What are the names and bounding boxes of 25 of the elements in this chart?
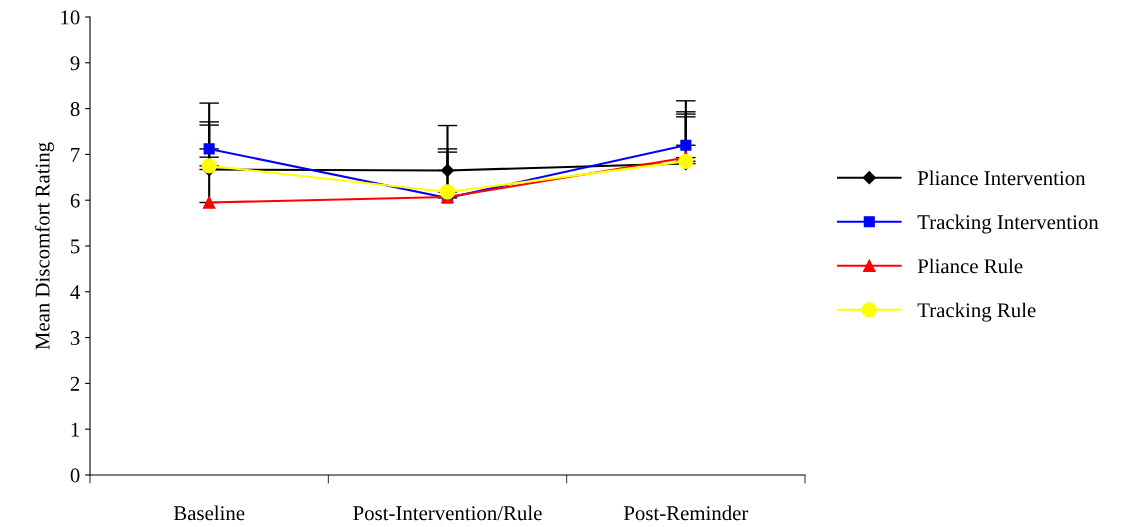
x-tick-label: Baseline bbox=[173, 505, 245, 521]
point bbox=[202, 196, 216, 209]
point bbox=[203, 143, 215, 155]
y-tick-label: 4 bbox=[70, 285, 80, 300]
y-tick-label: 9 bbox=[70, 56, 80, 71]
legend-label: Pliance Rule bbox=[917, 258, 1023, 274]
legend-label: Pliance Intervention bbox=[917, 170, 1086, 186]
y-tick-label: 6 bbox=[70, 193, 80, 208]
y-axis-title: Mean Discomfort Rating bbox=[34, 142, 54, 350]
y-tick-label: 2 bbox=[70, 376, 80, 391]
y-tick-label: 0 bbox=[70, 468, 80, 483]
point bbox=[201, 158, 217, 174]
point bbox=[440, 163, 455, 178]
y-tick-label: 1 bbox=[71, 422, 80, 437]
point bbox=[439, 184, 456, 200]
y-tick-label: 7 bbox=[71, 147, 80, 162]
y-tick-label: 10 bbox=[61, 10, 80, 25]
legend-label: Tracking Intervention bbox=[917, 214, 1099, 234]
y-tick-label: 5 bbox=[71, 239, 80, 254]
x-tick-label: Post-Intervention/Rule bbox=[353, 505, 542, 521]
legend-label: Tracking Rule bbox=[917, 302, 1036, 322]
point bbox=[680, 139, 692, 151]
y-tick-label: 3 bbox=[70, 331, 80, 346]
y-tick-label: 8 bbox=[70, 101, 80, 117]
x-tick-label: Post-Reminder bbox=[623, 505, 749, 521]
